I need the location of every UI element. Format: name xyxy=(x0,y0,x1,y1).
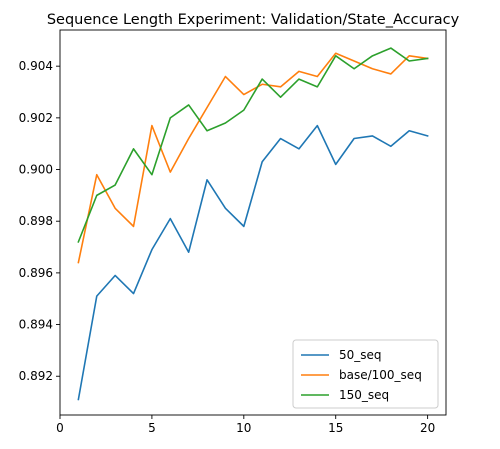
x-axis: 0 5 10 15 20 xyxy=(56,415,435,435)
y-tick-label-1: 0.894 xyxy=(19,318,53,332)
y-tick-label-5: 0.902 xyxy=(19,111,53,125)
y-tick-label-6: 0.904 xyxy=(19,59,53,73)
x-tick-label-2: 10 xyxy=(236,421,251,435)
y-axis: 0.892 0.894 0.896 0.898 0.900 0.902 0.904 xyxy=(19,59,60,383)
legend-label-2: 150_seq xyxy=(339,388,389,402)
series-line-2 xyxy=(77,47,429,243)
y-tick-label-4: 0.900 xyxy=(19,163,53,177)
x-tick-label-1: 5 xyxy=(148,421,156,435)
plot-area xyxy=(77,47,429,401)
x-tick-label-0: 0 xyxy=(56,421,64,435)
x-tick-label-4: 20 xyxy=(420,421,435,435)
legend-box xyxy=(292,339,439,409)
chart-title: Sequence Length Experiment: Validation/S… xyxy=(47,12,460,28)
plot-frame xyxy=(59,29,447,416)
series-line-1 xyxy=(77,52,429,264)
legend-label-1: base/100_seq xyxy=(339,368,422,382)
x-tick-label-3: 15 xyxy=(328,421,343,435)
y-tick-label-0: 0.892 xyxy=(19,369,53,383)
legend: 50_seq base/100_seq 150_seq xyxy=(292,339,439,409)
y-tick-label-2: 0.896 xyxy=(19,266,53,280)
series-line-0 xyxy=(77,124,429,401)
y-tick-label-3: 0.898 xyxy=(19,214,53,228)
legend-label-0: 50_seq xyxy=(339,348,382,362)
